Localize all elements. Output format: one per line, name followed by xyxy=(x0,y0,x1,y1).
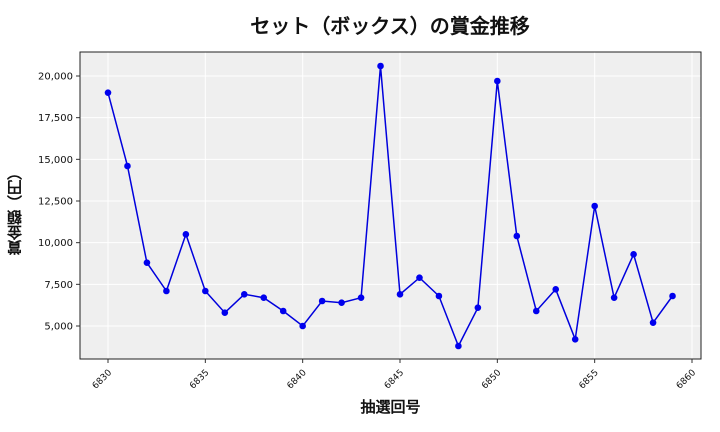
data-point xyxy=(104,89,112,96)
data-point xyxy=(377,62,384,70)
plot-frame xyxy=(79,51,702,360)
data-point xyxy=(124,162,131,170)
data-point xyxy=(357,294,365,301)
data-point xyxy=(338,299,345,306)
x-tick-label: 6860 xyxy=(675,368,698,391)
data-point xyxy=(240,291,248,298)
data-point xyxy=(649,319,657,326)
data-point xyxy=(630,251,637,258)
data-point xyxy=(532,307,540,315)
chart-title: セット（ボックス）の賞金推移 xyxy=(250,14,530,38)
y-tick-label: 17,500 xyxy=(38,113,73,124)
data-point xyxy=(455,342,462,350)
y-tick-label: 15,000 xyxy=(38,155,73,166)
data-point xyxy=(299,322,306,330)
x-tick-label: 6845 xyxy=(383,368,406,391)
data-point xyxy=(552,286,560,293)
data-point xyxy=(396,291,404,298)
x-tick-label: 6830 xyxy=(91,368,114,391)
x-axis-label: 抽選回号 xyxy=(360,398,421,416)
data-point xyxy=(318,297,326,305)
x-tick-label: 6840 xyxy=(286,368,309,391)
data-point xyxy=(610,294,618,301)
plot-area xyxy=(80,52,701,359)
y-tick-label: 10,000 xyxy=(38,238,73,249)
y-tick-label: 20,000 xyxy=(38,72,73,83)
data-point xyxy=(669,292,676,300)
data-point xyxy=(143,259,151,266)
data-point xyxy=(591,202,598,210)
data-point xyxy=(202,287,209,295)
y-tick-label: 12,500 xyxy=(38,197,73,208)
data-point xyxy=(416,274,423,281)
x-tick-label: 6850 xyxy=(480,368,503,391)
data-point xyxy=(279,307,287,315)
data-point xyxy=(571,336,579,343)
data-point xyxy=(474,304,482,311)
data-point xyxy=(221,309,229,316)
data-point xyxy=(513,232,521,240)
data-point xyxy=(494,77,501,85)
x-tick-label: 6835 xyxy=(188,368,211,391)
data-point xyxy=(435,292,443,300)
series-line xyxy=(107,65,674,348)
x-tick-label: 6855 xyxy=(578,368,601,391)
y-tick-label: 5,000 xyxy=(44,322,73,333)
data-point xyxy=(182,231,190,238)
data-point xyxy=(163,287,170,295)
data-point xyxy=(260,294,268,301)
y-tick-label: 7,500 xyxy=(44,280,73,291)
